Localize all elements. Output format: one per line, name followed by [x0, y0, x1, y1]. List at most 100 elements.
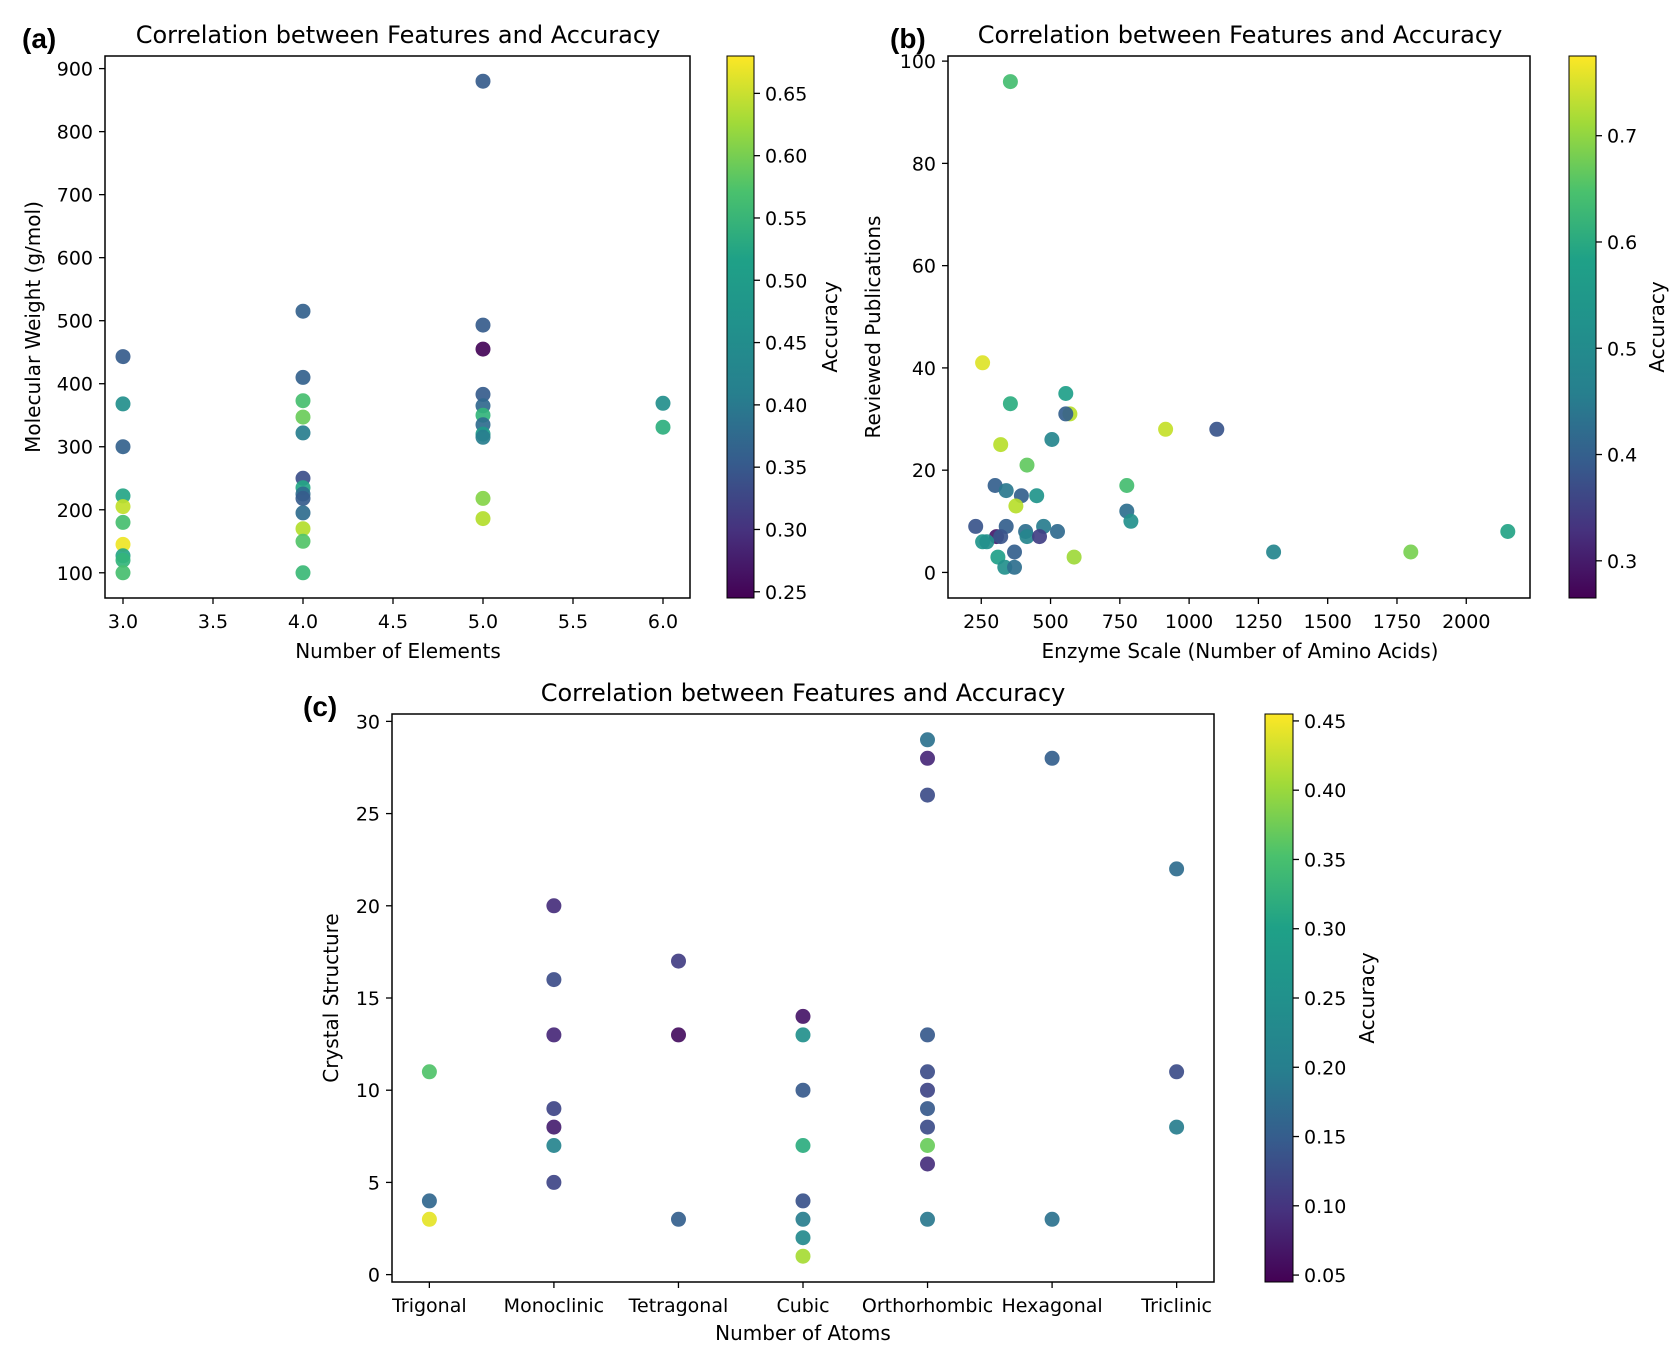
- panel-a-plot: 3.0 3.5 4.0 4.5 5.0 5.5 6.0 100 200 300 400 500 600 7…: [57, 59, 678, 633]
- panel-c-data-point: [795, 1138, 811, 1153]
- panel-a-data-point: [115, 488, 131, 504]
- panel-b-data-point: [968, 518, 984, 534]
- panel-b-label: (b): [890, 23, 926, 54]
- panel-c-ytick-label: 5: [368, 1172, 380, 1194]
- panel-a-ytick-label: 900: [57, 59, 93, 81]
- panel-b-xtick-label: 1750: [1373, 611, 1421, 633]
- panel-c-xtick-label: Trigonal: [391, 1295, 467, 1317]
- panel-a-data-point: [295, 369, 311, 385]
- panel-a-ytick-label: 800: [57, 122, 93, 144]
- panel-c-colorbar-tick-label: 0.20: [1304, 1057, 1346, 1079]
- panel-a-data-point: [295, 303, 311, 319]
- panel-b-data-point: [1019, 529, 1035, 545]
- panel-c-data-point: [795, 1082, 811, 1098]
- panel-c-colorbar-tick-label: 0.05: [1304, 1265, 1346, 1287]
- panel-c-colorbar: [1264, 713, 1294, 1283]
- panel-c-data-point: [920, 1027, 935, 1043]
- panel-a-data-point: [115, 439, 131, 455]
- panel-a-colorbar-tick-label: 0.65: [765, 83, 807, 105]
- panel-a-data-point: [295, 393, 311, 409]
- panel-b-frame: [947, 55, 1531, 599]
- panel-a-data-point: [115, 396, 131, 412]
- panel-c-data-point: [546, 898, 562, 914]
- panel-c-data-point: [920, 1119, 935, 1135]
- panel-b-data-point: [1123, 513, 1139, 529]
- panel-c-data-point: [1044, 750, 1060, 766]
- panel-c-data-point: [421, 1064, 437, 1080]
- panel-b-data-point: [1044, 432, 1060, 447]
- panel-a-xtick-label: 5.5: [558, 611, 588, 633]
- panel-b-data-point: [1209, 421, 1225, 437]
- panel-a-colorbar-tick-label: 0.25: [765, 582, 807, 604]
- panel-b-xtick-label: 1500: [1304, 611, 1352, 633]
- panel-c-data-point: [671, 953, 686, 969]
- panel-a-data-point: [295, 409, 311, 425]
- panel-a-data-point: [475, 386, 491, 402]
- panel-c-colorbar-tick-label: 0.40: [1304, 780, 1346, 802]
- panel-c-data-point: [546, 1101, 562, 1117]
- panel-a-data-point: [475, 511, 491, 527]
- panel-b-xtick-label: 1000: [1165, 611, 1213, 633]
- panel-a-data-point: [295, 521, 311, 537]
- panel-c-colorbar-tick-label: 0.15: [1304, 1127, 1346, 1149]
- panel-b-data-point: [998, 483, 1014, 499]
- panel-a-data-point: [475, 341, 491, 357]
- panel-b-data-point: [1500, 524, 1516, 539]
- panel-a-colorbar-tick-label: 0.50: [765, 270, 807, 292]
- panel-c-label: (c): [303, 691, 337, 722]
- panel-c-frame: [391, 713, 1215, 1283]
- panel-c-colorbar-tick-label: 0.35: [1304, 849, 1346, 871]
- panel-c-data-point: [920, 732, 935, 748]
- panel-b-data-point: [1002, 396, 1018, 412]
- panel-c-data-point: [920, 1064, 935, 1080]
- panel-c-data-point: [795, 1027, 811, 1043]
- panel-b-ylabel: Reviewed Publications: [861, 216, 885, 439]
- panel-c-data-point: [1169, 1119, 1185, 1135]
- panel-c-ytick-label: 25: [356, 804, 380, 826]
- panel-a-data-point: [115, 565, 131, 581]
- panel-c-colorbar-tick-label: 0.25: [1304, 988, 1346, 1010]
- panel-c-ytick-label: 0: [368, 1265, 380, 1287]
- panel-c-data-point: [920, 1138, 935, 1153]
- panel-c-data-point: [421, 1211, 437, 1227]
- panel-c-colorbar-ticks: 0.05 0.10 0.15 0.20 0.25 0.30 0.35 0.40 0.45: [1293, 711, 1346, 1287]
- panel-a-frame: [104, 55, 691, 599]
- panel-b-data-point: [1002, 74, 1018, 90]
- panel-b-xtick-label: 750: [1102, 611, 1138, 633]
- panel-a-colorbar-tick-label: 0.40: [765, 395, 807, 417]
- panel-a-data-point: [295, 565, 311, 581]
- panel-c-data-point: [920, 1211, 935, 1227]
- panel-b-data-point: [1007, 544, 1022, 560]
- panel-a-colorbar: [726, 55, 755, 599]
- panel-b-data-point: [1032, 529, 1047, 545]
- panel-c-data-point: [671, 1211, 686, 1227]
- panel-a-colorbar-tick-label: 0.60: [765, 146, 807, 168]
- panel-a-data-point: [115, 552, 131, 568]
- panel-c-data-point: [795, 1008, 811, 1024]
- panel-a: (a) Correlation between Features and Acc…: [21, 21, 842, 663]
- panel-c-data-point: [795, 1211, 811, 1227]
- panel-b-ytick-label: 0: [924, 562, 936, 584]
- panel-a-xlabel: Number of Elements: [295, 639, 501, 663]
- panel-c-colorbar-tick-label: 0.10: [1304, 1196, 1346, 1218]
- panel-c-ytick-label: 10: [356, 1080, 380, 1102]
- panel-b-colorbar-ticks: 0.3 0.4 0.5 0.6 0.7: [1596, 126, 1637, 573]
- panel-c-data-point: [671, 1027, 686, 1043]
- panel-a-colorbar-label: Accuracy: [818, 281, 842, 372]
- panel-c-data-point: [546, 1138, 562, 1153]
- panel-c-xtick-label: Cubic: [776, 1295, 829, 1317]
- panel-a-data-point: [475, 73, 491, 89]
- panel-a-colorbar-tick-label: 0.45: [765, 333, 807, 355]
- panel-a-colorbar-tick-label: 0.30: [765, 519, 807, 541]
- panel-a-xtick-label: 4.0: [288, 611, 318, 633]
- panel-c: (c) Correlation between Features and Acc…: [303, 679, 1379, 1345]
- panel-c-data-point: [546, 972, 562, 988]
- panel-c-data-point: [546, 1027, 562, 1043]
- panel-a-data-point: [475, 317, 491, 333]
- panel-c-data-point: [920, 787, 935, 803]
- panel-b-xlabel: Enzyme Scale (Number of Amino Acids): [1042, 639, 1439, 663]
- panel-b-data-point: [1158, 421, 1174, 437]
- panel-b-plot: 250 500 750 1000 1250 1500 1750 2000 0 20 40 60 80 10…: [900, 51, 1516, 633]
